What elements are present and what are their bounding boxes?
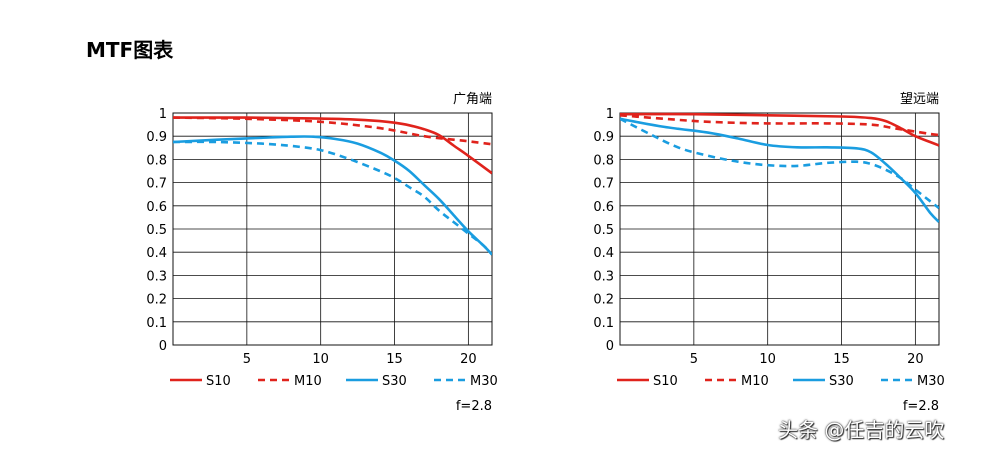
y-tick-label: 0.1 (593, 316, 614, 331)
y-tick-label: 0.7 (146, 177, 167, 192)
y-tick-label: 0.7 (593, 177, 614, 192)
y-tick-label: 0 (159, 339, 167, 354)
y-tick-label: 1 (159, 107, 167, 122)
x-tick-label: 15 (833, 352, 850, 367)
y-tick-label: 0.6 (593, 200, 614, 215)
y-tick-label: 0.8 (146, 153, 167, 168)
y-tick-label: 0.2 (593, 293, 614, 308)
y-tick-label: 0.6 (146, 200, 167, 215)
series-line-s10 (620, 112, 939, 147)
y-tick-label: 0 (606, 339, 614, 354)
y-tick-label: 1 (606, 107, 614, 122)
y-tick-label: 0.4 (146, 246, 167, 261)
y-tick-label: 0.9 (146, 130, 167, 145)
series-line-m10 (620, 114, 939, 137)
watermark-text: 头条 @任吉的云吹 (778, 418, 945, 442)
x-tick-label: 20 (907, 352, 924, 367)
legend-label: M30 (470, 374, 498, 389)
legend-label: M10 (741, 374, 769, 389)
x-tick-label: 15 (386, 352, 403, 367)
legend-label: M10 (294, 374, 322, 389)
legend-label: S10 (206, 374, 231, 389)
aperture-note: f=2.8 (903, 399, 939, 414)
chart-2: 00.10.20.30.40.50.60.70.80.915 10 15 20望远端S… (593, 91, 944, 414)
x-tick-label: 10 (759, 352, 776, 367)
y-tick-label: 0.1 (146, 316, 167, 331)
chart-title: 广角端 (453, 92, 492, 107)
x-tick-label: 10 (312, 352, 329, 367)
chart-1: 00.10.20.30.40.50.60.70.80.915 10 15 20广角端S… (146, 92, 497, 414)
plot-frame (172, 112, 493, 346)
series-line-s10 (173, 116, 492, 175)
y-tick-label: 0.4 (593, 246, 614, 261)
x-tick-label: 5 (243, 352, 251, 367)
legend-label: S30 (382, 374, 407, 389)
legend-label: S10 (653, 374, 678, 389)
y-tick-label: 0.3 (146, 269, 167, 284)
series-line-m10 (173, 116, 492, 146)
series-line-s30 (173, 135, 492, 256)
y-tick-label: 0.3 (593, 269, 614, 284)
plot-frame (619, 112, 940, 346)
series-line-m30 (620, 117, 939, 210)
page-title: MTF图表 (86, 38, 174, 62)
series-line-s30 (620, 117, 939, 223)
legend-label: M30 (917, 374, 945, 389)
chart-title: 望远端 (900, 91, 939, 107)
aperture-note: f=2.8 (456, 399, 492, 414)
y-tick-label: 0.5 (146, 223, 167, 238)
x-tick-label: 20 (460, 352, 477, 367)
y-tick-label: 0.9 (593, 130, 614, 145)
y-tick-label: 0.2 (146, 293, 167, 308)
series-line-m30 (173, 140, 492, 256)
x-tick-label: 5 (690, 352, 698, 367)
y-tick-label: 0.8 (593, 153, 614, 168)
legend-label: S30 (829, 374, 854, 389)
y-tick-label: 0.5 (593, 223, 614, 238)
